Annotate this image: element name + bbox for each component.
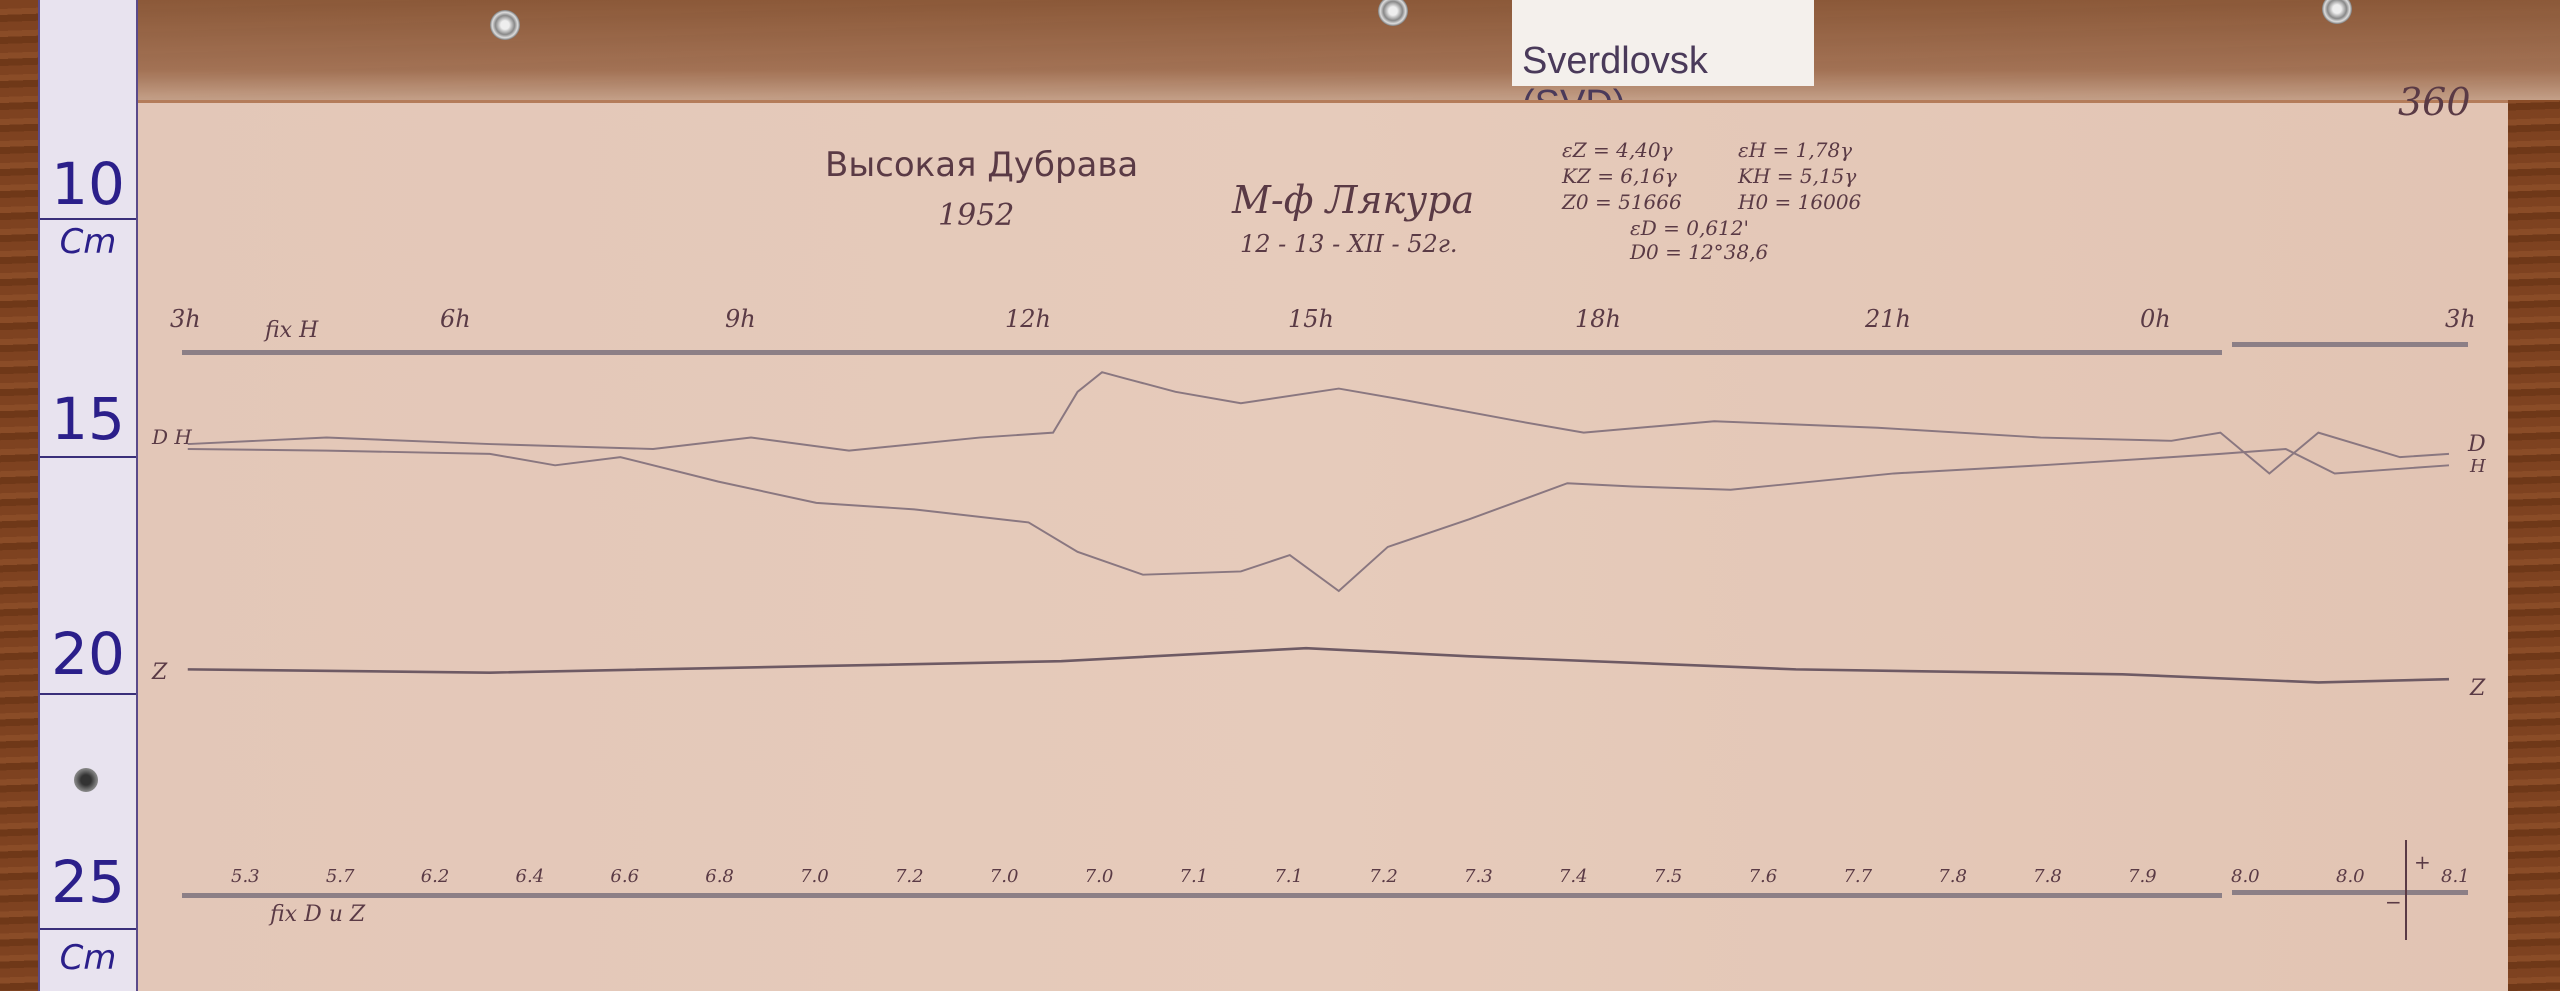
ruler-mark: 20	[51, 620, 125, 688]
instrument-name: М-ф Лякура	[1232, 178, 1475, 222]
label-dh-left: D H	[152, 425, 192, 449]
scale-value: 7.2	[894, 866, 924, 887]
scale-value: 6.2	[420, 866, 450, 887]
scale-value: 7.6	[1748, 866, 1778, 887]
mount-hole	[74, 768, 98, 792]
time-tick: 21h	[1865, 305, 1911, 333]
scale-value: 7.3	[1464, 866, 1493, 887]
scale-line	[182, 893, 2222, 898]
scale-value: 6.6	[610, 866, 640, 887]
scale-value: 8.0	[2336, 866, 2365, 887]
ruler-line	[40, 456, 136, 458]
label-h-right: H	[2470, 456, 2486, 477]
ruler-line	[40, 218, 136, 220]
param: εH = 1,78γ	[1738, 138, 1853, 162]
ruler-line	[40, 928, 136, 930]
plus-sign: +	[2414, 850, 2431, 874]
label-z-right: Z	[2470, 676, 2486, 701]
top-board	[138, 0, 2560, 100]
scale-value: 6.4	[515, 866, 545, 887]
ruler-line	[40, 693, 136, 695]
scale-value: 8.1	[2441, 866, 2470, 887]
ruler-mark: 10	[51, 150, 125, 218]
scale-value: 7.8	[1938, 866, 1967, 887]
fix-h-label: fix H	[265, 318, 319, 343]
minus-sign: −	[2385, 890, 2402, 914]
time-tick: 3h	[170, 305, 201, 333]
scale-value: 7.0	[989, 866, 1019, 887]
scale-value: 7.4	[1558, 866, 1588, 887]
station-title: Высокая Дубрава	[825, 145, 1139, 185]
scale-value: 5.7	[325, 866, 355, 887]
record-date: 12 - 13 - XII - 52г.	[1240, 230, 1458, 258]
ruler-mark: 25	[51, 848, 125, 916]
trace-z	[187, 646, 2450, 684]
screw-icon	[2322, 0, 2352, 24]
time-axis-line	[2232, 342, 2468, 347]
scale-value: 7.1	[1274, 866, 1303, 887]
cm-ruler: 10 Cm 15 20 25 Cm	[38, 0, 138, 991]
ruler-unit: Cm	[59, 222, 117, 262]
screw-icon	[490, 10, 520, 40]
scale-value: 6.8	[705, 866, 734, 887]
scale-value: 7.9	[2128, 866, 2157, 887]
time-tick: 3h	[2445, 305, 2476, 333]
scale-line	[2232, 890, 2468, 895]
scale-value: 7.0	[1084, 866, 1114, 887]
scale-value: 7.2	[1369, 866, 1398, 887]
trace-d	[187, 447, 2450, 593]
time-tick: 0h	[2140, 305, 2171, 333]
time-tick: 12h	[1005, 305, 1051, 333]
ruler-unit: Cm	[59, 938, 117, 978]
magnetogram-sheet	[138, 103, 2508, 991]
sheet-number: 360	[2398, 80, 2471, 124]
trace-h	[187, 371, 2450, 475]
time-tick: 18h	[1575, 305, 1621, 333]
time-tick: 6h	[440, 305, 471, 333]
label-d-right: D	[2468, 432, 2486, 457]
time-tick: 9h	[725, 305, 756, 333]
param: KZ = 6,16γ	[1562, 164, 1677, 188]
scale-value: 7.8	[2033, 866, 2062, 887]
scale-value: 7.5	[1653, 866, 1683, 887]
scale-value: 7.1	[1179, 866, 1209, 887]
scale-value: 8.0	[2231, 866, 2260, 887]
label-z-left: Z	[152, 660, 168, 685]
time-axis-line	[182, 350, 2222, 355]
sheet-year: 1952	[938, 198, 1015, 233]
param: εZ = 4,40γ	[1562, 138, 1673, 162]
param: H0 = 16006	[1738, 190, 1862, 214]
scale-value: 7.0	[800, 866, 829, 887]
param: D0 = 12°38,6	[1630, 240, 1769, 264]
param: KH = 5,15γ	[1738, 164, 1857, 188]
time-tick: 15h	[1288, 305, 1334, 333]
param: εD = 0,612'	[1630, 216, 1749, 240]
screw-icon	[1378, 0, 1408, 26]
scale-value: 7.7	[1843, 866, 1873, 887]
ruler-mark: 15	[51, 385, 125, 453]
param: Z0 = 51666	[1562, 190, 1682, 214]
scale-value: 5.3	[231, 866, 260, 887]
polarity-arrow	[2405, 840, 2407, 940]
fix-dz-label: fix D и Z	[270, 902, 366, 927]
